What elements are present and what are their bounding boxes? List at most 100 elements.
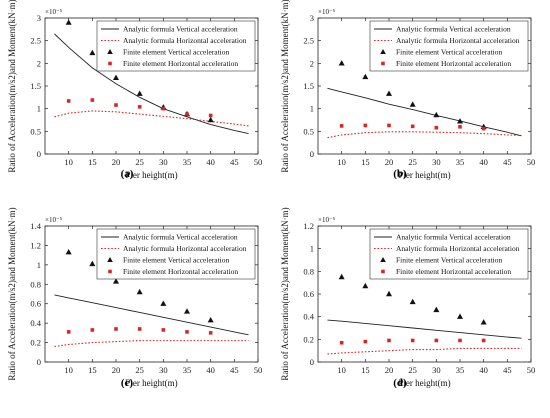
y-tick-label: 2 xyxy=(37,58,41,68)
y-axis-title: Ratio of Acceleration(m/s2)and Moment(kN… xyxy=(7,0,17,173)
plot-frame xyxy=(317,17,532,155)
legend-box xyxy=(96,20,256,72)
y-tick-label: 0.8 xyxy=(303,266,314,276)
horizontal-fe-point xyxy=(208,113,213,118)
x-tick-label: 25 xyxy=(408,157,417,167)
legend-entry-label: Finite element Horizontal acceleration xyxy=(396,267,511,276)
chart-panel-3: 0 0.2 0.4 0.6 0.8 1 1.2 1.4 10 15 20 25 30 35 40 45 50 ×1… xyxy=(7,207,262,389)
horizontal-fe-point xyxy=(137,327,142,331)
horizontal-fe-point xyxy=(458,338,462,343)
x-tick-label: 15 xyxy=(88,365,97,375)
legend-triangle-swatch xyxy=(107,49,113,54)
x-tick-label: 10 xyxy=(337,157,346,167)
y-tick-label: 3 xyxy=(310,13,314,23)
horizontal-fe-point xyxy=(410,338,415,343)
vertical-fe-point xyxy=(89,49,96,56)
x-tick-label: 15 xyxy=(88,157,97,167)
y-tick-label: 2 xyxy=(310,58,314,68)
horizontal-fe-point xyxy=(161,328,166,332)
series-marker-square xyxy=(339,338,486,345)
horizontal-fe-point xyxy=(363,339,368,344)
horizontal-fe-point xyxy=(339,124,344,128)
y-tick-label: 1.2 xyxy=(30,240,41,250)
x-tick-label: 35 xyxy=(456,157,465,167)
x-axis-title: Pier height(m) xyxy=(398,378,450,388)
vertical-fe-point xyxy=(362,282,369,289)
x-tick-label: 50 xyxy=(254,157,263,167)
horizontal-fe-point xyxy=(434,338,439,343)
horizontal-fe-point xyxy=(161,106,166,111)
vertical-fe-point xyxy=(457,313,463,319)
legend-entry-label: Analytic formula Vertical acceleration xyxy=(123,25,238,34)
legend: Analytic formula Vertical acceleration An… xyxy=(96,228,256,280)
legend-triangle-swatch xyxy=(380,257,386,262)
x-tick-label: 35 xyxy=(183,157,192,167)
x-tick-label: 50 xyxy=(254,365,263,375)
legend-entry-label: Finite element Horizontal acceleration xyxy=(123,267,238,276)
legend-entry-label: Finite element Vertical acceleration xyxy=(396,48,503,57)
vertical-fe-point xyxy=(433,306,440,313)
horizontal-fe-point xyxy=(66,330,71,334)
horizontal-fe-point xyxy=(90,328,95,332)
horizontal-fe-point xyxy=(185,112,189,116)
y-tick-label: 0.8 xyxy=(30,279,41,289)
panel-caption: (c) xyxy=(121,377,134,389)
y-tick-label: 1 xyxy=(37,104,41,114)
legend-entry-label: Finite element Horizontal acceleration xyxy=(396,59,511,68)
x-axis-title: Pier height(m) xyxy=(125,170,177,180)
y-axis-title: Ratio of Acceleration(m/s2)and Moment(kN… xyxy=(7,207,17,380)
legend-box xyxy=(96,228,256,280)
x-tick-label: 30 xyxy=(432,365,441,375)
series-line-solid xyxy=(327,319,522,339)
legend-entry-label: Finite element Vertical acceleration xyxy=(396,256,503,265)
horizontal-fe-point xyxy=(66,99,71,103)
y-tick-label: 1 xyxy=(37,260,41,270)
vertical-fe-point xyxy=(113,278,119,284)
legend-entry-label: Finite element Vertical acceleration xyxy=(123,48,230,57)
x-tick-label: 20 xyxy=(385,157,394,167)
vertical-fe-point xyxy=(386,90,392,96)
x-tick-label: 40 xyxy=(206,365,215,375)
legend-box xyxy=(369,20,529,72)
y-exponent-label: ×10⁻⁵ xyxy=(318,8,336,16)
series-line-solid xyxy=(54,33,249,135)
horizontal-fe-point xyxy=(387,338,391,343)
x-tick-label: 40 xyxy=(479,365,488,375)
y-tick-label: 0.6 xyxy=(303,289,314,299)
vertical-fe-point xyxy=(160,300,167,306)
x-tick-label: 15 xyxy=(361,157,370,167)
y-tick-label: 0 xyxy=(37,149,41,159)
x-tick-label: 30 xyxy=(159,157,168,167)
vertical-fe-point xyxy=(113,74,119,81)
vertical-fe-point xyxy=(207,317,214,323)
y-tick-label: 3 xyxy=(37,13,41,23)
x-tick-label: 25 xyxy=(135,365,144,375)
legend-entry-label: Finite element Horizontal acceleration xyxy=(123,59,238,68)
y-exponent-label: ×10⁻⁵ xyxy=(318,216,336,224)
horizontal-fe-point xyxy=(114,327,118,331)
horizontal-fe-point xyxy=(208,331,213,335)
y-tick-label: 0 xyxy=(37,357,41,367)
y-tick-label: 0.4 xyxy=(303,312,314,322)
x-axis-title: Pier height(m) xyxy=(125,378,177,388)
vertical-analytic-line xyxy=(327,319,522,339)
y-tick-label: 1 xyxy=(310,244,314,254)
legend-triangle-swatch xyxy=(107,257,113,262)
horizontal-fe-point xyxy=(137,105,142,109)
legend-square-swatch xyxy=(108,61,112,66)
vertical-fe-point xyxy=(89,260,96,267)
y-axis-title: Ratio of Acceleration(m/s2)and Moment(kN… xyxy=(280,0,290,173)
vertical-fe-point xyxy=(480,319,487,325)
series-marker-triangle xyxy=(338,273,487,325)
x-tick-label: 50 xyxy=(527,157,536,167)
series-marker-square xyxy=(66,327,213,335)
vertical-fe-point xyxy=(409,298,416,305)
vertical-fe-point xyxy=(338,60,345,66)
legend: Analytic formula Vertical acceleration An… xyxy=(96,20,256,72)
y-tick-label: 1.5 xyxy=(303,81,314,91)
vertical-fe-point xyxy=(409,101,416,107)
x-tick-label: 35 xyxy=(183,365,192,375)
horizontal-fe-point xyxy=(363,123,368,128)
